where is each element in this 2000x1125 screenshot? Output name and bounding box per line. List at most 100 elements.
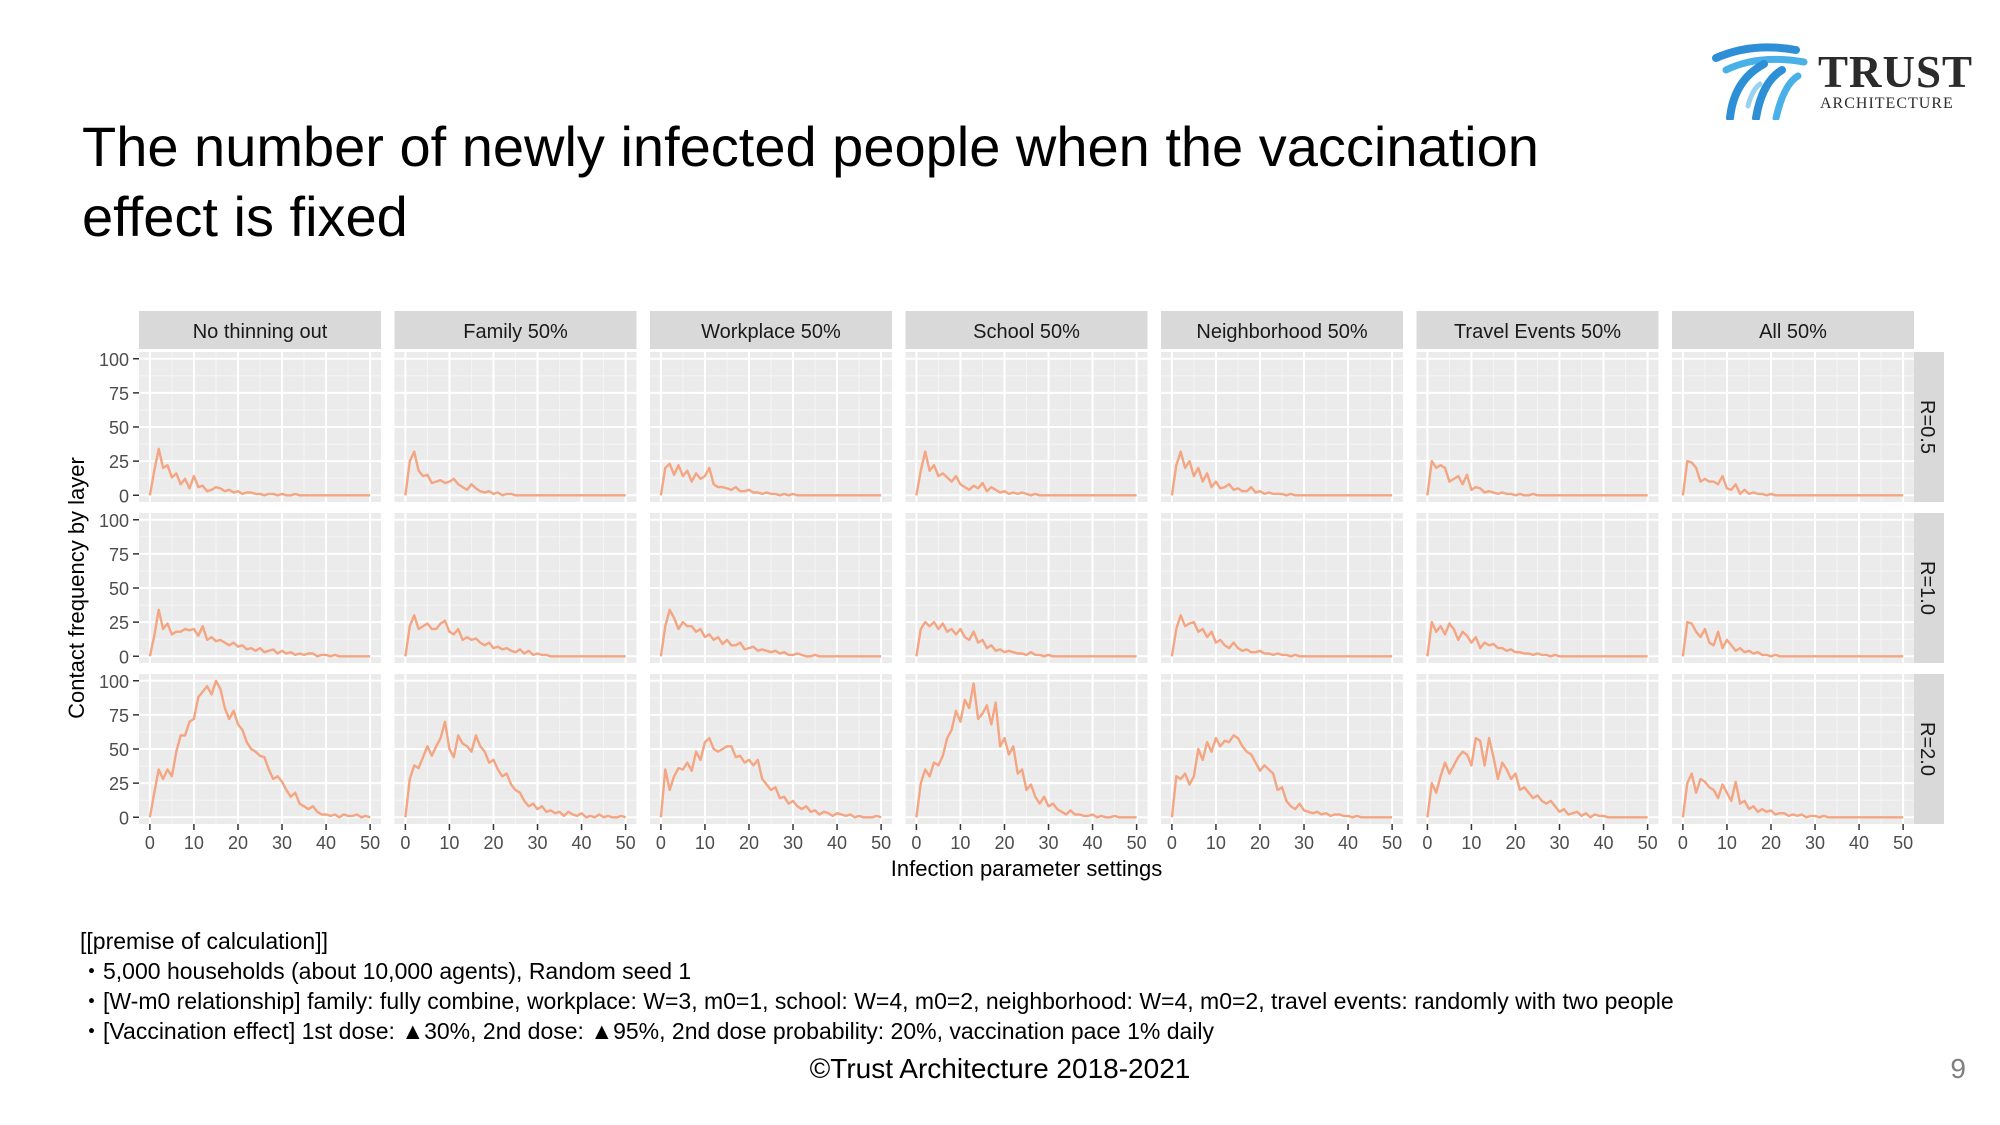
- y-tick-label: 75: [109, 545, 129, 565]
- x-tick-label: 30: [783, 833, 803, 853]
- premise-heading: [[premise of calculation]]: [80, 928, 329, 954]
- x-tick-label: 0: [145, 833, 155, 853]
- x-tick-label: 10: [439, 833, 459, 853]
- x-tick-label: 20: [739, 833, 759, 853]
- x-tick-label: 20: [1761, 833, 1781, 853]
- trust-architecture-logo-mark: [1712, 43, 1808, 120]
- y-tick-label: 0: [119, 647, 129, 667]
- y-tick-label: 75: [109, 706, 129, 726]
- x-tick-label: 20: [483, 833, 503, 853]
- slide-title: The number of newly infected people when…: [82, 115, 1539, 248]
- facet-strip-row-label: R=1.0: [1916, 561, 1938, 615]
- x-tick-label: 30: [528, 833, 548, 853]
- facet-strip-label: School 50%: [973, 321, 1080, 343]
- facet-strip-column: [905, 311, 1148, 349]
- facet-strip-row-label: R=0.5: [1916, 400, 1938, 454]
- x-tick-label: 30: [1805, 833, 1825, 853]
- x-tick-label: 40: [1849, 833, 1869, 853]
- series-line: [404, 450, 626, 497]
- x-tick-label: 20: [1250, 833, 1270, 853]
- facet-strip-column: [139, 311, 381, 349]
- copyright-notice: ©Trust Architecture 2018-2021: [809, 1053, 1191, 1084]
- series-line: [148, 608, 371, 658]
- facet-strip-label: Workplace 50%: [701, 321, 841, 343]
- x-tick-label: 0: [400, 833, 410, 853]
- y-tick-label: 0: [119, 808, 129, 828]
- x-tick-label: 0: [1167, 833, 1177, 853]
- series-line: [1170, 450, 1393, 497]
- premise-notes: [[premise of calculation]] ・5,000 househ…: [80, 926, 1960, 1046]
- x-tick-label: 30: [1039, 833, 1059, 853]
- x-tick-label: 30: [1550, 833, 1570, 853]
- x-tick-label: 50: [1382, 833, 1402, 853]
- x-tick-label: 40: [827, 833, 847, 853]
- y-tick-label: 50: [109, 579, 129, 599]
- series-line: [1681, 459, 1904, 497]
- y-tick-label: 25: [109, 774, 129, 794]
- x-tick-label: 20: [228, 833, 248, 853]
- facet-strip-row: [1912, 513, 1944, 663]
- x-tick-label: 10: [184, 833, 204, 853]
- trust-architecture-logo: TRUST ARCHITECTURE: [1712, 40, 1972, 120]
- x-tick-label: 10: [950, 833, 970, 853]
- page-number: 9: [1950, 1053, 1966, 1084]
- facet-strip-row: [1912, 352, 1944, 502]
- x-tick-label: 30: [272, 833, 292, 853]
- series-line: [1681, 772, 1904, 819]
- x-axis-title: Infection parameter settings: [891, 856, 1162, 881]
- series-line: [404, 614, 626, 658]
- x-tick-label: 50: [1893, 833, 1913, 853]
- facet-strip-column: [1672, 311, 1914, 349]
- facet-strip-label: Travel Events 50%: [1454, 321, 1621, 343]
- x-tick-label: 50: [616, 833, 636, 853]
- x-tick-label: 50: [360, 833, 380, 853]
- faceted-line-chart: No thinning out Family 50% Workplace 50% Sc…: [64, 311, 1944, 881]
- y-tick-label: 100: [99, 511, 129, 531]
- series-line: [659, 736, 882, 819]
- x-tick-label: 20: [1505, 833, 1525, 853]
- y-tick-label: 50: [109, 418, 129, 438]
- x-tick-label: 0: [1678, 833, 1688, 853]
- y-tick-label: 25: [109, 452, 129, 472]
- x-tick-label: 10: [1206, 833, 1226, 853]
- logo-subtitle: ARCHITECTURE: [1820, 95, 1954, 112]
- x-tick-label: 10: [1461, 833, 1481, 853]
- series-line: [1681, 620, 1904, 658]
- facet-strip-label: Family 50%: [463, 321, 568, 343]
- series-line: [915, 450, 1137, 497]
- facet-strip-column: [1161, 311, 1403, 349]
- x-tick-label: 40: [1083, 833, 1103, 853]
- series-line: [148, 679, 371, 819]
- facet-strip-column: [1416, 311, 1659, 349]
- series-line: [915, 682, 1137, 819]
- series-line: [659, 608, 882, 658]
- facet-strip-row: [1912, 674, 1944, 824]
- series-line: [148, 447, 371, 497]
- y-tick-label: 75: [109, 384, 129, 404]
- premise-line-vaccination: ・[Vaccination effect] 1st dose: ▲30%, 2n…: [80, 1018, 1215, 1044]
- premise-line-households: ・5,000 households (about 10,000 agents),…: [80, 958, 692, 984]
- x-tick-label: 50: [1127, 833, 1147, 853]
- series-line: [915, 620, 1137, 658]
- x-tick-label: 40: [1338, 833, 1358, 853]
- y-tick-label: 25: [109, 613, 129, 633]
- y-axis-title: Contact frequency by layer: [64, 457, 89, 719]
- series-line: [1170, 614, 1393, 658]
- facet-strip-column: [650, 311, 892, 349]
- y-tick-label: 100: [99, 350, 129, 370]
- x-tick-label: 40: [572, 833, 592, 853]
- facet-strip-label: All 50%: [1759, 321, 1827, 343]
- x-tick-label: 40: [1594, 833, 1614, 853]
- x-tick-label: 40: [316, 833, 336, 853]
- x-tick-label: 0: [656, 833, 666, 853]
- facet-strip-row-label: R=2.0: [1916, 722, 1938, 776]
- x-tick-label: 50: [871, 833, 891, 853]
- series-line: [1426, 620, 1648, 658]
- y-tick-label: 0: [119, 486, 129, 506]
- series-line: [404, 720, 626, 819]
- x-tick-label: 10: [695, 833, 715, 853]
- y-tick-label: 100: [99, 672, 129, 692]
- facet-strip-label: Neighborhood 50%: [1196, 321, 1367, 343]
- x-tick-label: 50: [1638, 833, 1658, 853]
- x-tick-label: 10: [1717, 833, 1737, 853]
